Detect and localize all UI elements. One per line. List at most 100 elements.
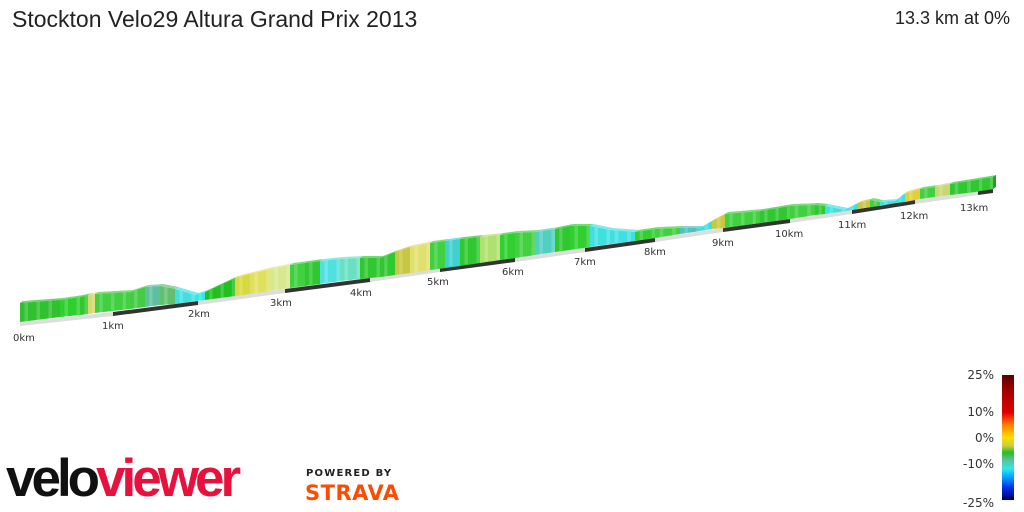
road-segment xyxy=(655,228,723,242)
profile-slice xyxy=(539,230,544,255)
profile-top-surface xyxy=(870,198,877,201)
profile-slice xyxy=(56,300,61,318)
profile-slice xyxy=(763,209,768,223)
profile-slice xyxy=(908,191,913,202)
profile-top-surface xyxy=(887,199,895,202)
profile-top-surface xyxy=(198,291,206,294)
profile-slice xyxy=(133,289,138,309)
profile-slice xyxy=(137,288,142,308)
profile-slice xyxy=(460,238,465,266)
profile-slice xyxy=(372,258,377,278)
profile-top-surface xyxy=(297,261,305,264)
profile-slice xyxy=(798,205,803,218)
profile-top-surface xyxy=(989,175,997,178)
profile-top-surface xyxy=(72,295,80,299)
profile-top-surface xyxy=(372,256,380,258)
km-label: 4km xyxy=(350,288,372,299)
profile-top-surface xyxy=(266,267,274,270)
profile-slice xyxy=(152,286,157,306)
profile-slice xyxy=(20,302,25,322)
profile-slice xyxy=(655,228,660,238)
profile-slice xyxy=(671,228,677,236)
profile-slice xyxy=(849,205,855,211)
profile-slice xyxy=(102,293,108,313)
profile-top-surface xyxy=(606,227,614,230)
profile-slice xyxy=(145,286,150,307)
profile-top-surface xyxy=(985,175,993,179)
profile-slice xyxy=(352,258,357,280)
profile-top-surface xyxy=(958,180,966,183)
profile-slice xyxy=(935,186,940,197)
logo-viewer: viewer xyxy=(96,449,241,508)
road-segment xyxy=(285,278,370,293)
profile-top-surface xyxy=(935,184,943,187)
profile-top-surface xyxy=(760,208,768,211)
profile-slice xyxy=(938,185,943,197)
profile-slice xyxy=(989,177,994,190)
profile-slice xyxy=(618,230,623,243)
km-label: 7km xyxy=(574,257,596,268)
profile-slice xyxy=(383,255,388,277)
profile-slice xyxy=(523,232,528,257)
profile-slice xyxy=(901,193,906,203)
profile-slice xyxy=(630,231,636,242)
profile-top-surface xyxy=(507,231,515,234)
profile-slice xyxy=(223,281,228,298)
profile-top-surface xyxy=(578,224,586,226)
profile-top-surface xyxy=(923,186,931,189)
profile-slice xyxy=(95,293,100,313)
profile-top-surface xyxy=(841,207,849,210)
profile-top-surface xyxy=(752,209,760,212)
road-baseline xyxy=(20,189,993,326)
profile-slice xyxy=(806,205,812,217)
profile-slice xyxy=(680,228,685,234)
profile-slice xyxy=(24,302,29,322)
profile-top-surface xyxy=(36,299,44,302)
profile-slice xyxy=(786,206,791,220)
profile-top-surface xyxy=(340,256,348,259)
logo-velo: velo xyxy=(6,449,100,508)
profile-top-surface xyxy=(122,290,130,293)
profile-top-surface xyxy=(102,291,111,294)
profile-slice xyxy=(445,240,450,268)
profile-top-surface xyxy=(728,211,737,214)
profile-top-surface xyxy=(171,286,179,289)
profile-slice xyxy=(688,228,693,233)
profile-top-surface xyxy=(258,269,266,272)
profile-slice xyxy=(433,242,438,270)
profile-slice xyxy=(744,212,749,226)
profile-slice xyxy=(130,290,135,309)
profile-slice xyxy=(308,262,313,286)
profile-top-surface xyxy=(137,286,145,290)
profile-top-surface xyxy=(426,241,434,244)
profile-slice xyxy=(825,206,830,214)
profile-top-surface xyxy=(970,178,979,181)
profile-slice xyxy=(775,207,780,221)
km-label: 13km xyxy=(960,203,988,214)
profile-slice xyxy=(748,211,753,225)
profile-slice xyxy=(708,221,713,230)
profile-top-surface xyxy=(818,203,826,206)
profile-end-cap xyxy=(993,175,996,189)
profile-top-surface xyxy=(829,204,837,208)
profile-slice xyxy=(978,178,983,192)
profile-slice xyxy=(594,226,599,247)
profile-slice xyxy=(602,228,607,246)
profile-top-surface xyxy=(88,292,95,295)
profile-top-surface xyxy=(763,207,771,211)
profile-slice xyxy=(231,278,236,297)
profile-slice xyxy=(476,237,481,264)
profile-slice xyxy=(118,292,123,311)
veloviewer-logo[interactable]: veloviewer xyxy=(6,449,241,508)
km-label: 2km xyxy=(188,309,210,320)
profile-top-surface xyxy=(570,224,578,226)
profile-slice xyxy=(578,226,583,249)
profile-slice xyxy=(414,245,419,273)
profile-top-surface xyxy=(966,178,975,182)
profile-slice xyxy=(40,301,45,320)
profile-slice xyxy=(266,269,271,292)
profile-slice xyxy=(68,298,73,317)
profile-top-surface xyxy=(106,291,115,294)
strava-logo[interactable]: STRAVA xyxy=(305,481,400,505)
profile-slice xyxy=(503,234,508,260)
